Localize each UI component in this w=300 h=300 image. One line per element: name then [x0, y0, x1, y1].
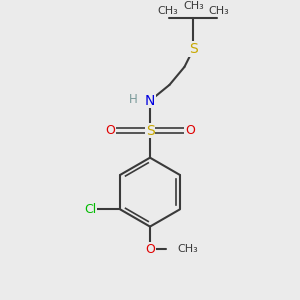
- Text: CH₃: CH₃: [177, 244, 198, 254]
- Text: S: S: [146, 124, 154, 138]
- Text: O: O: [105, 124, 115, 137]
- Text: O: O: [145, 243, 155, 256]
- Text: N: N: [145, 94, 155, 108]
- Text: S: S: [189, 42, 198, 56]
- Text: H: H: [129, 93, 138, 106]
- Text: CH₃: CH₃: [183, 2, 204, 11]
- Text: CH₃: CH₃: [208, 6, 229, 16]
- Text: Cl: Cl: [84, 203, 96, 216]
- Text: CH₃: CH₃: [158, 6, 178, 16]
- Text: O: O: [185, 124, 195, 137]
